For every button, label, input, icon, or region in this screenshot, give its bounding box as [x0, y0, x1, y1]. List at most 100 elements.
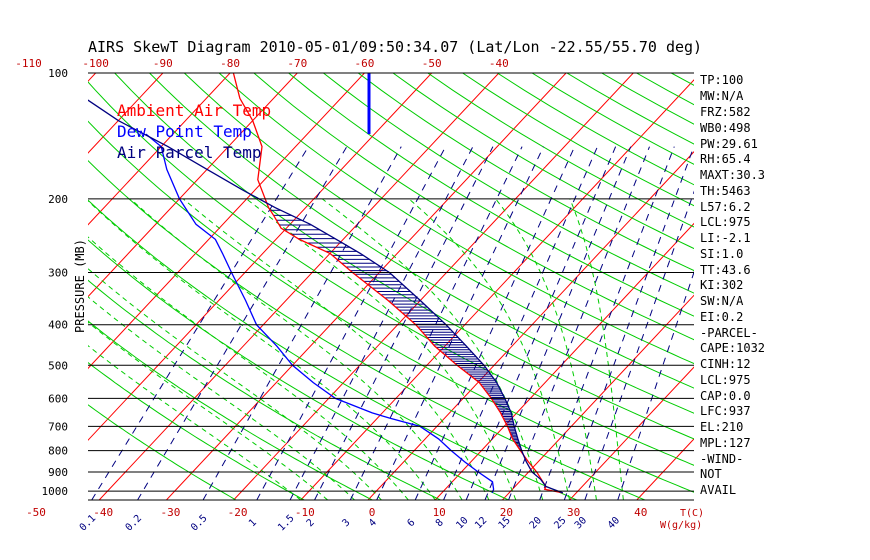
dry-adiabat-line — [497, 73, 694, 186]
moist-adiabat-line — [130, 198, 463, 500]
top-temp-tick-label: -100 — [82, 57, 109, 70]
pressure-tick-label: 100 — [48, 67, 68, 80]
bottom-temp-tick-label: -50 — [26, 506, 46, 519]
isobar-lines — [88, 72, 694, 501]
dry-adiabat-line — [149, 73, 694, 414]
stat-lcl: LCL:975 — [700, 215, 751, 229]
top-temp-tick-label: -80 — [220, 57, 240, 70]
chart-title: AIRS SkewT Diagram 2010-05-01/09:50:34.0… — [88, 38, 702, 56]
stat-wind-not: NOT — [700, 467, 722, 481]
top-temp-tick-label: -110 — [15, 57, 42, 70]
stat-tp: TP:100 — [700, 73, 743, 87]
top-temp-tick-label: -40 — [489, 57, 509, 70]
pressure-tick-label: 800 — [48, 445, 68, 458]
mixing-ratio-tick-label: 2 — [305, 517, 317, 529]
mixing-ratio-tick-label: 6 — [405, 517, 417, 529]
bottom-temp-tick-label: -10 — [295, 506, 315, 519]
ambient-air-temp-line — [232, 73, 563, 494]
stat-maxt: MAXT:30.3 — [700, 168, 765, 182]
stat-pw: PW:29.61 — [700, 137, 758, 151]
legend-air-parcel-temp: Air Parcel Temp — [117, 143, 262, 162]
bottom-temp-tick-label: 20 — [500, 506, 513, 519]
moist-adiabat-lines — [88, 198, 624, 500]
y-axis-label: PRESSURE (MB) — [73, 239, 87, 333]
top-temp-tick-label: -70 — [287, 57, 307, 70]
dry-adiabat-line — [357, 73, 694, 272]
stat-sw: SW:N/A — [700, 294, 744, 308]
top-temp-tick-label: -50 — [422, 57, 442, 70]
bottom-temp-tick-label: 0 — [369, 506, 376, 519]
bottom-temp-tick-label: -20 — [228, 506, 248, 519]
dry-adiabat-line — [462, 73, 694, 207]
mixing-ratio-tick-label: 1.5 — [276, 513, 297, 534]
mixing-ratio-tick-label: 8 — [434, 517, 446, 529]
mixing-ratio-tick-label: 12 — [473, 515, 489, 531]
dry-adiabat-line — [88, 404, 237, 500]
dry-adiabat-line — [88, 361, 305, 500]
moist-adiabat-line — [246, 198, 517, 500]
isotherm-line — [0, 73, 28, 500]
isotherm-line — [88, 73, 164, 154]
dry-adiabat-line — [88, 199, 577, 500]
mixing-ratio-line — [202, 146, 402, 500]
stat-ki: KI:302 — [700, 278, 743, 292]
moist-adiabat-line — [569, 198, 624, 500]
pressure-tick-label: 1000 — [42, 485, 69, 498]
sounding-series — [88, 73, 564, 494]
bottom-temp-tick-label: -40 — [93, 506, 113, 519]
stat-l57: L57:6.2 — [700, 200, 751, 214]
pressure-tick-label: 600 — [48, 392, 68, 405]
mixing-ratio-line — [256, 146, 447, 500]
dry-adiabat-line — [323, 73, 694, 294]
isotherm-line — [434, 222, 694, 500]
mixing-ratio-tick-label: 3 — [341, 517, 353, 529]
pressure-tick-label: 900 — [48, 466, 68, 479]
mixing-ratio-tick-label: 0.2 — [124, 513, 145, 534]
top-temp-tick-label: -60 — [355, 57, 375, 70]
dry-adiabat-line — [288, 73, 694, 317]
air-parcel-temp-line — [88, 99, 564, 494]
legend-ambient-air-temp: Ambient Air Temp — [117, 101, 271, 120]
legend: Ambient Air Temp Dew Point Temp Air Parc… — [117, 101, 271, 162]
moist-adiabat-line — [88, 296, 355, 500]
bottom-temp-tick-label: -30 — [160, 506, 180, 519]
isotherm-line — [569, 366, 694, 500]
mixing-ratio-line — [508, 146, 650, 500]
moist-adiabat-line — [88, 268, 382, 500]
dry-adiabat-line — [88, 81, 694, 466]
mixing-ratio-line — [484, 146, 632, 500]
stat-th: TH:5463 — [700, 184, 751, 198]
isotherm-line — [88, 73, 433, 441]
dew-point-temp-line — [145, 133, 495, 494]
moist-adiabat-line — [88, 200, 436, 500]
sounding-stats: TP:100 MW:N/A FRZ:582 WB0:498 PW:29.61 R… — [700, 73, 765, 497]
stat-cape: CAPE:1032 — [700, 341, 765, 355]
mixing-ratio-label: W(g/kg) — [660, 520, 702, 531]
bottom-temp-tick-label: 10 — [433, 506, 446, 519]
dry-adiabat-lines — [88, 73, 694, 500]
dry-adiabat-line — [183, 73, 694, 389]
stat-cap: CAP:0.0 — [700, 389, 751, 403]
stat-el: EL:210 — [700, 420, 743, 434]
stat-parcel-lcl: LCL:975 — [700, 373, 751, 387]
cape-hatching — [270, 209, 524, 456]
isotherm-line — [98, 73, 500, 500]
bottom-temp-tick-label: 30 — [567, 506, 580, 519]
isotherm-line — [502, 294, 694, 500]
dry-adiabat-line — [253, 73, 694, 341]
legend-dew-point-temp: Dew Point Temp — [117, 122, 252, 141]
stat-li: LI:-2.1 — [700, 231, 751, 245]
stat-frz: FRZ:582 — [700, 105, 751, 119]
mixing-ratio-line — [137, 146, 348, 500]
dry-adiabat-line — [392, 73, 694, 250]
dry-adiabat-line — [427, 73, 694, 228]
stat-lfc: LFC:937 — [700, 404, 751, 418]
mixing-ratio-tick-label: 40 — [606, 515, 622, 531]
dry-adiabat-line — [114, 73, 694, 440]
mixing-ratio-tick-label: 20 — [528, 515, 544, 531]
stat-mpl: MPL:127 — [700, 436, 751, 450]
mixing-ratio-line — [289, 146, 474, 500]
x-axis-label: T(C) — [680, 508, 704, 519]
mixing-ratio-line — [376, 146, 544, 500]
